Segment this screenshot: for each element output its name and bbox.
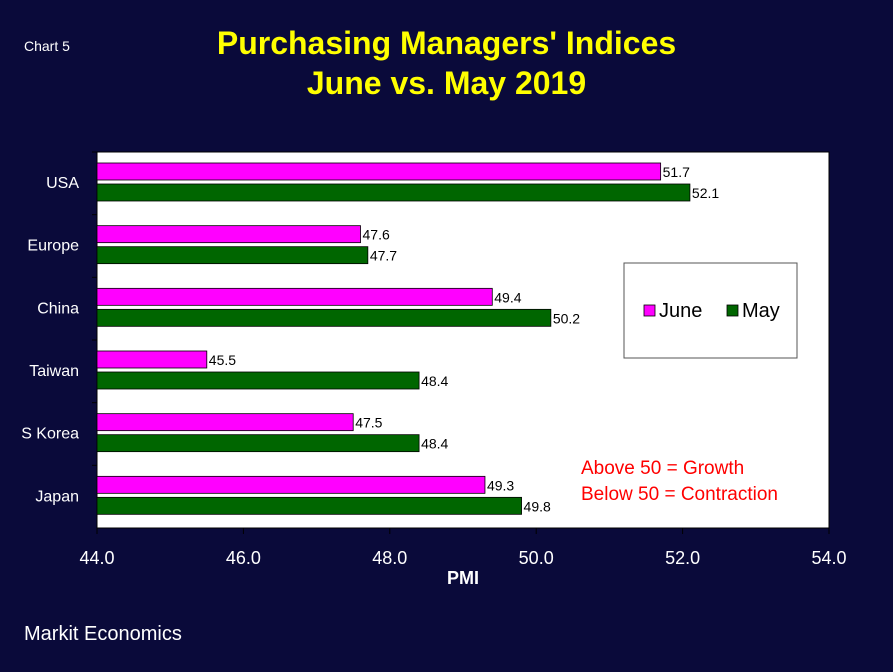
bar-label-japan-june: 49.3 (487, 477, 514, 493)
legend-swatch-june (643, 304, 656, 317)
annotation-growth: Above 50 = Growth (581, 458, 744, 479)
bar-europe-june (96, 225, 361, 244)
bar-china-may (96, 308, 552, 327)
bar-label-europe-may: 47.7 (370, 248, 397, 264)
category-label-s-korea: S Korea (21, 426, 79, 443)
bar-label-europe-june: 47.6 (363, 227, 390, 243)
legend-swatch-may (726, 304, 739, 317)
bar-taiwan-may (96, 371, 420, 390)
bar-label-japan-may: 49.8 (524, 498, 551, 514)
source-label: Markit Economics (24, 623, 182, 645)
x-tick-label: 44.0 (79, 548, 114, 568)
x-tick-label: 46.0 (226, 548, 261, 568)
bar-label-s-korea-may: 48.4 (421, 436, 448, 452)
x-tick-label: 48.0 (372, 548, 407, 568)
bar-japan-may (96, 496, 522, 515)
x-tick-label: 50.0 (519, 548, 554, 568)
bar-usa-june (96, 162, 662, 181)
chart-number: Chart 5 (24, 38, 70, 54)
bar-label-taiwan-may: 48.4 (421, 373, 448, 389)
legend-label-may: May (742, 300, 780, 322)
category-label-usa: USA (46, 175, 79, 192)
x-tick-label: 54.0 (811, 548, 846, 568)
bar-label-s-korea-june: 47.5 (355, 415, 382, 431)
category-label-china: China (37, 300, 79, 317)
x-tick-label: 52.0 (665, 548, 700, 568)
bar-label-usa-may: 52.1 (692, 185, 719, 201)
legend: June May (623, 262, 798, 359)
chart-subtitle: June vs. May 2019 (306, 65, 587, 101)
bar-s-korea-june (96, 413, 354, 432)
category-label-europe: Europe (27, 238, 79, 255)
bar-china-june (96, 287, 493, 306)
annotation-contraction: Below 50 = Contraction (581, 484, 778, 505)
bar-label-china-june: 49.4 (494, 289, 521, 305)
legend-label-june: June (659, 300, 702, 322)
bar-europe-may (96, 246, 369, 265)
category-label-taiwan: Taiwan (29, 363, 79, 380)
bar-s-korea-may (96, 434, 420, 453)
bar-label-taiwan-june: 45.5 (209, 352, 236, 368)
chart-title: Purchasing Managers' Indices (216, 25, 677, 61)
bar-taiwan-june (96, 350, 208, 369)
bar-label-usa-june: 51.7 (663, 164, 690, 180)
bar-label-china-may: 50.2 (553, 310, 580, 326)
category-label-japan: Japan (35, 488, 79, 505)
x-axis-title: PMI (447, 568, 479, 588)
bar-japan-june (96, 475, 486, 494)
bar-usa-may (96, 183, 691, 202)
